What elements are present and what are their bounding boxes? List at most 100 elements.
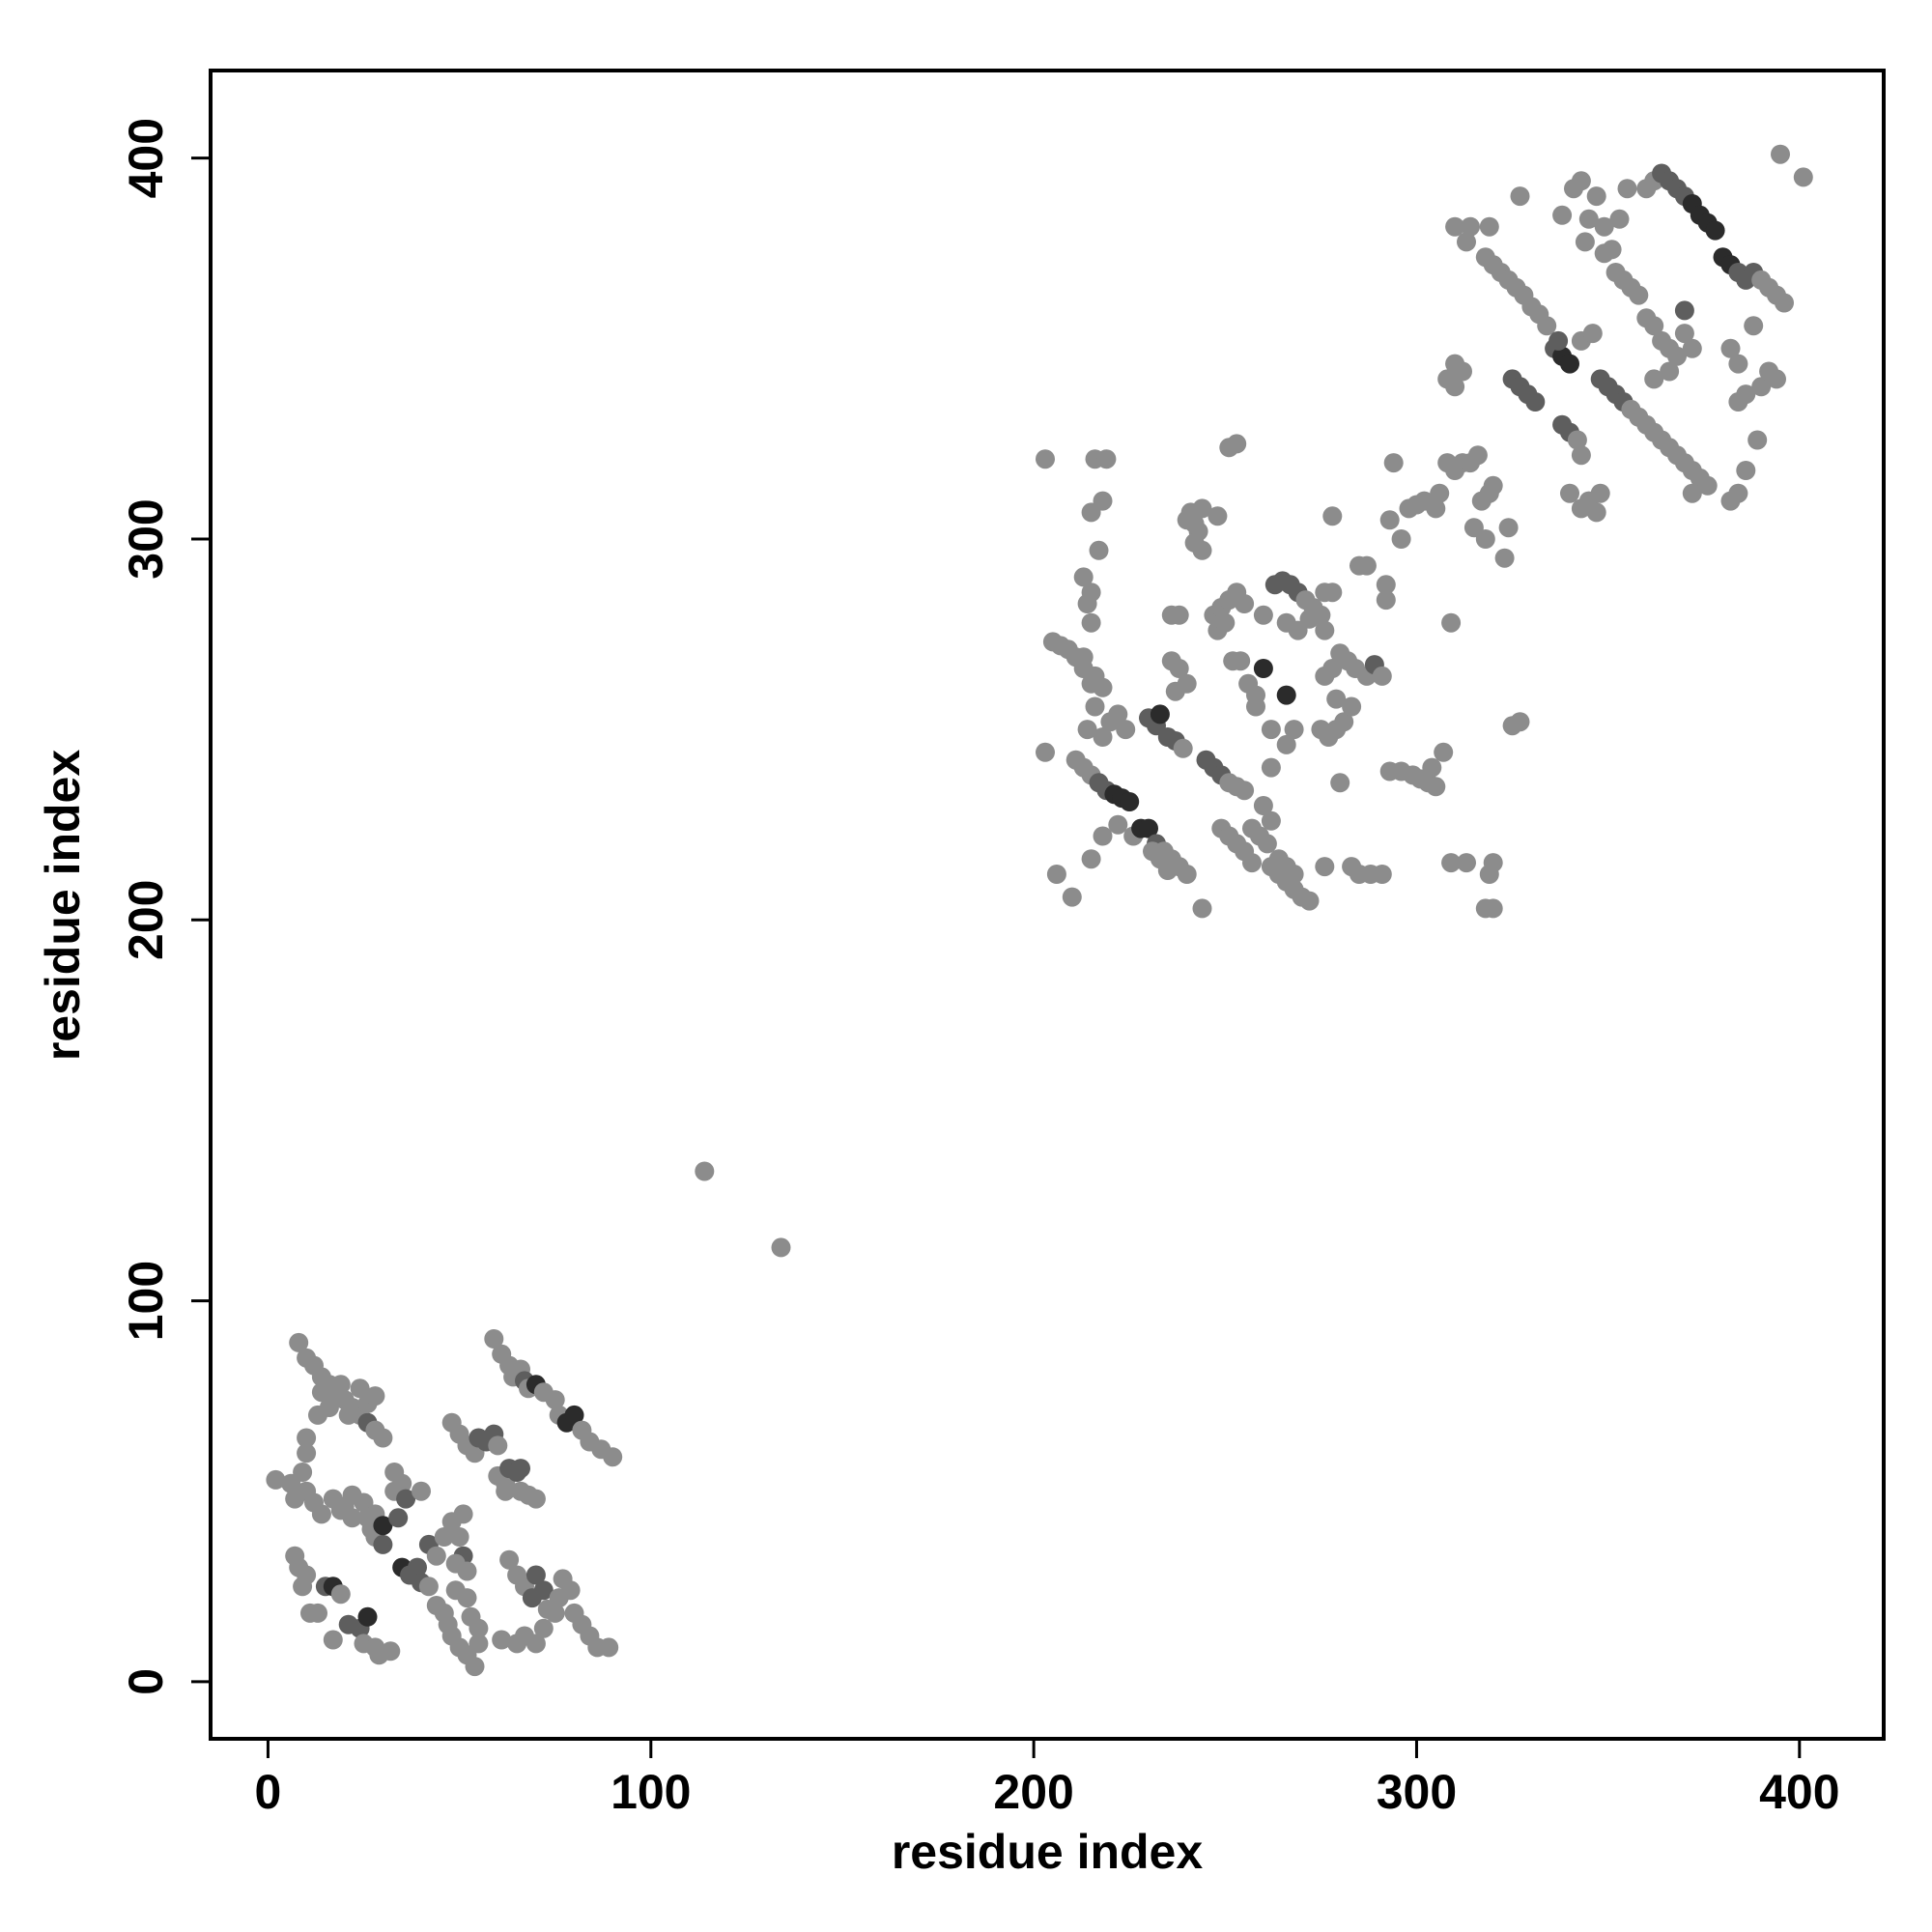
data-point bbox=[373, 1428, 393, 1448]
data-point bbox=[1430, 483, 1450, 503]
data-point bbox=[1093, 491, 1113, 511]
data-point bbox=[289, 1332, 309, 1352]
data-point bbox=[469, 1618, 489, 1638]
data-point bbox=[1457, 853, 1476, 873]
data-point bbox=[492, 1630, 512, 1650]
data-point bbox=[418, 1577, 439, 1597]
data-point bbox=[1284, 865, 1304, 884]
data-point bbox=[526, 1565, 546, 1585]
data-point bbox=[323, 1630, 343, 1650]
data-point bbox=[1682, 338, 1702, 358]
data-point bbox=[311, 1504, 331, 1524]
data-point bbox=[1525, 392, 1546, 412]
data-point bbox=[1609, 209, 1630, 229]
data-point bbox=[1383, 453, 1404, 473]
data-point bbox=[1426, 777, 1446, 797]
data-point bbox=[365, 1386, 385, 1406]
x-axis: 0 100 200 300 400 bbox=[255, 1739, 1840, 1819]
data-point bbox=[1548, 330, 1569, 351]
data-point bbox=[1594, 243, 1614, 264]
data-point bbox=[1215, 612, 1236, 633]
data-point bbox=[1644, 369, 1664, 389]
data-point bbox=[1261, 720, 1281, 740]
data-point bbox=[1062, 887, 1082, 907]
data-point bbox=[1093, 677, 1113, 697]
data-point bbox=[1667, 346, 1687, 366]
data-point bbox=[396, 1489, 416, 1509]
data-point bbox=[1376, 575, 1396, 595]
data-point bbox=[1571, 171, 1591, 191]
data-point bbox=[350, 1378, 370, 1399]
data-point bbox=[1590, 483, 1610, 503]
data-point bbox=[1479, 865, 1499, 884]
data-point bbox=[533, 1580, 554, 1601]
data-point bbox=[1326, 689, 1347, 709]
data-point bbox=[1246, 696, 1265, 717]
data-point bbox=[1184, 532, 1205, 553]
data-point bbox=[1747, 430, 1768, 450]
plot-frame bbox=[209, 69, 1886, 1741]
data-point bbox=[338, 1405, 358, 1425]
x-tick-label: 300 bbox=[1377, 1765, 1457, 1819]
data-point bbox=[511, 1459, 530, 1479]
data-point bbox=[1728, 483, 1748, 503]
data-point bbox=[1644, 316, 1664, 336]
data-point bbox=[1475, 529, 1495, 549]
data-point bbox=[308, 1405, 327, 1425]
data-point bbox=[1173, 738, 1193, 758]
data-point bbox=[1728, 392, 1748, 412]
data-point bbox=[560, 1580, 581, 1601]
x-tick-label: 400 bbox=[1759, 1765, 1839, 1819]
data-point bbox=[293, 1463, 313, 1482]
data-point bbox=[285, 1489, 305, 1509]
data-point bbox=[1705, 220, 1725, 241]
data-point bbox=[293, 1577, 313, 1597]
data-point bbox=[1376, 590, 1396, 611]
data-point bbox=[1334, 712, 1354, 732]
data-point bbox=[465, 1657, 485, 1677]
data-point bbox=[545, 1603, 565, 1623]
data-point bbox=[1441, 612, 1462, 633]
data-point bbox=[1457, 232, 1476, 252]
data-point bbox=[1077, 720, 1097, 740]
data-point bbox=[1192, 498, 1212, 519]
data-point bbox=[1560, 354, 1579, 374]
data-point bbox=[1036, 742, 1055, 762]
data-point bbox=[1108, 704, 1128, 724]
data-point bbox=[469, 1634, 489, 1654]
data-point bbox=[1253, 796, 1273, 815]
data-point bbox=[412, 1481, 431, 1501]
data-point bbox=[1253, 605, 1273, 625]
data-point bbox=[1261, 810, 1281, 831]
data-point bbox=[1192, 898, 1212, 919]
data-point bbox=[1771, 144, 1790, 164]
data-point bbox=[1093, 826, 1113, 846]
data-point bbox=[1165, 681, 1185, 701]
data-point bbox=[357, 1508, 378, 1528]
data-point bbox=[1139, 818, 1158, 838]
data-point bbox=[1085, 696, 1105, 717]
data-point bbox=[1586, 502, 1606, 523]
data-point bbox=[426, 1546, 446, 1566]
y-tick-label: 300 bbox=[119, 498, 173, 579]
data-point bbox=[1169, 659, 1189, 678]
data-point bbox=[1036, 449, 1055, 469]
data-point bbox=[1483, 898, 1503, 919]
data-point bbox=[388, 1508, 409, 1528]
data-point bbox=[1720, 338, 1741, 358]
data-point bbox=[457, 1588, 477, 1608]
data-point bbox=[1445, 216, 1465, 237]
data-point bbox=[564, 1405, 584, 1425]
data-point bbox=[1231, 651, 1251, 671]
x-tick-label: 0 bbox=[255, 1765, 282, 1819]
data-point bbox=[1571, 445, 1591, 466]
data-point bbox=[1586, 186, 1606, 207]
data-point bbox=[1096, 449, 1117, 469]
data-point bbox=[1073, 647, 1094, 668]
data-point bbox=[1775, 293, 1794, 313]
data-point bbox=[449, 1527, 469, 1547]
data-point bbox=[1089, 540, 1109, 560]
y-tick-label: 0 bbox=[119, 1668, 173, 1695]
data-point bbox=[526, 1634, 546, 1654]
